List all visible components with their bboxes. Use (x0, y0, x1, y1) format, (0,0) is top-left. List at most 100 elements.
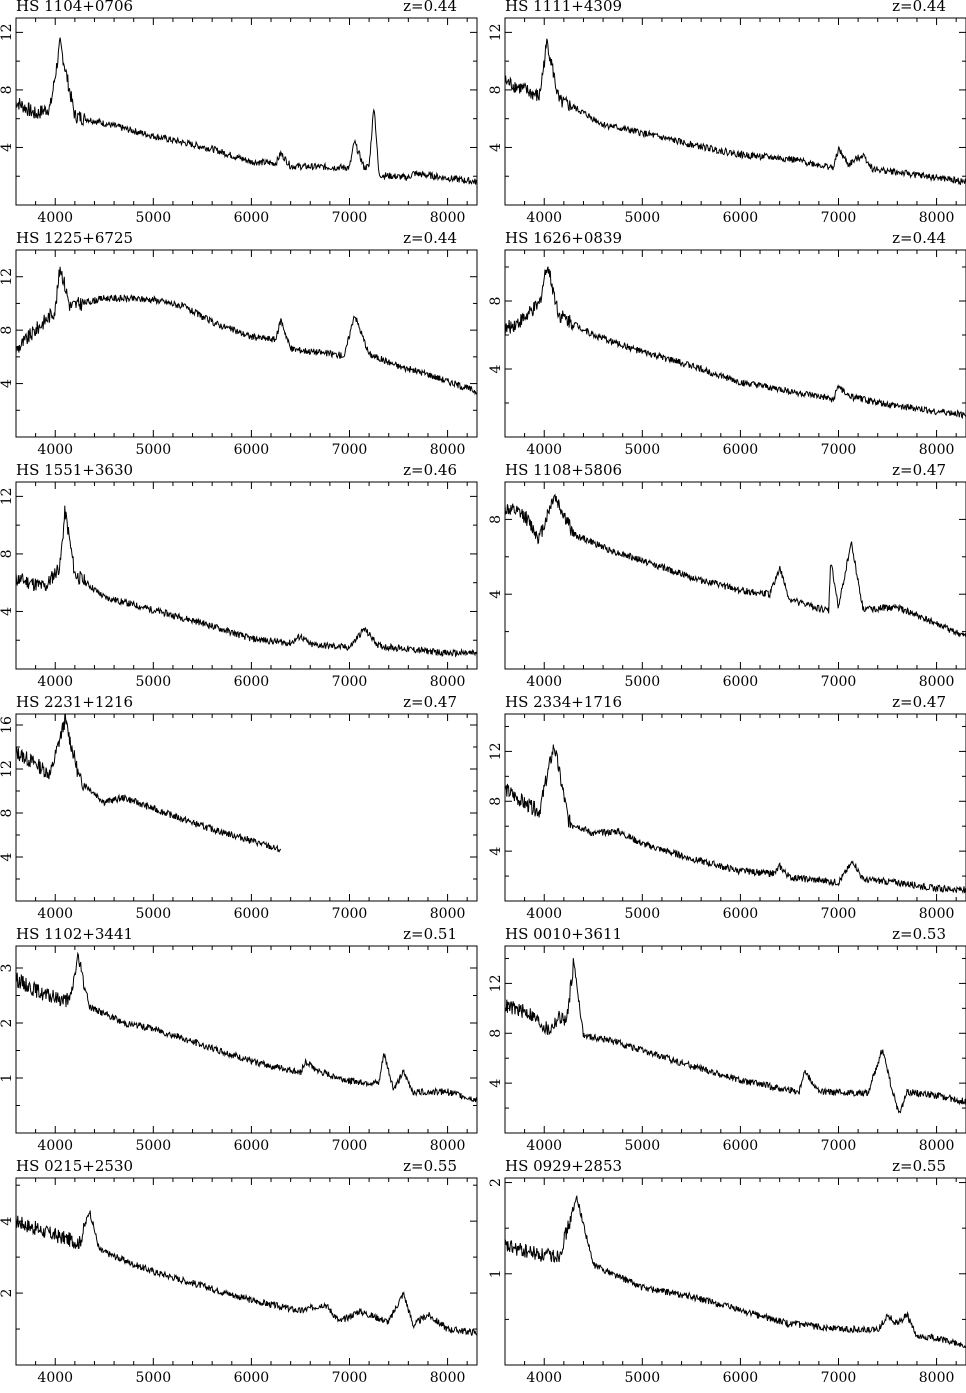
x-tick-label: 4000 (526, 1138, 562, 1154)
y-tick-label: 3 (0, 964, 15, 973)
y-tick-label: 12 (488, 23, 504, 41)
y-tick-label: 4 (488, 143, 504, 152)
y-tick-label: 8 (0, 549, 15, 558)
panel-title: HS 0929+2853 (505, 1157, 623, 1175)
spectrum-line (504, 266, 966, 420)
x-tick-label: 5000 (624, 210, 660, 226)
x-tick-label: 8000 (430, 906, 466, 922)
panel-title: HS 2231+1216 (16, 693, 134, 711)
x-tick-label: 7000 (332, 906, 368, 922)
x-tick-label: 7000 (332, 442, 368, 458)
plot-frame (15, 249, 478, 438)
redshift-label: z=0.47 (892, 461, 946, 479)
spectrum-line (504, 493, 966, 638)
y-tick-label: 8 (488, 297, 504, 306)
x-tick-label: 8000 (919, 674, 955, 690)
x-tick-label: 6000 (234, 1138, 270, 1154)
y-tick-label: 8 (488, 85, 504, 94)
y-tick-label: 4 (0, 852, 15, 861)
spectrum-plot: 4000 5000 6000 7000 8000 4 8 (488, 481, 966, 690)
spectrum-line (15, 714, 282, 853)
x-tick-label: 4000 (526, 442, 562, 458)
x-tick-label: 6000 (234, 442, 270, 458)
x-tick-label: 8000 (919, 906, 955, 922)
spectrum-panel: HS 1102+3441 z=0.51 4000 5000 6000 7000 8000 1 2… (0, 925, 491, 1161)
x-tick-label: 4000 (526, 210, 562, 226)
plot-frame (504, 1177, 966, 1366)
y-tick-label: 4 (0, 143, 15, 152)
y-tick-label: 4 (488, 1079, 504, 1088)
spectrum-panel: HS 1225+6725 z=0.44 4000 5000 6000 7000 8000 4 8… (0, 229, 491, 465)
x-tick-label: 7000 (821, 906, 857, 922)
y-tick-label: 2 (0, 1289, 15, 1298)
spectrum-panel: HS 0215+2530 z=0.55 4000 5000 6000 7000 8000 2 4 (0, 1157, 491, 1393)
x-tick-label: 6000 (234, 1370, 270, 1386)
x-tick-label: 8000 (430, 210, 466, 226)
panel-title: HS 2334+1716 (505, 693, 623, 711)
spectrum-plot: 4000 5000 6000 7000 8000 4 8 12 16 (0, 713, 478, 922)
redshift-label: z=0.55 (403, 1157, 457, 1175)
x-tick-label: 5000 (624, 1138, 660, 1154)
panel-title: HS 1626+0839 (505, 229, 623, 247)
y-tick-label: 8 (0, 809, 15, 818)
x-tick-label: 7000 (821, 1370, 857, 1386)
plot-frame (15, 1177, 478, 1366)
y-tick-label: 12 (488, 974, 504, 992)
redshift-label: z=0.44 (403, 229, 457, 247)
x-tick-label: 6000 (723, 1138, 759, 1154)
panel-title: HS 1225+6725 (16, 229, 134, 247)
y-tick-label: 2 (0, 1019, 15, 1028)
y-tick-label: 8 (0, 326, 15, 335)
x-tick-label: 5000 (135, 1370, 171, 1386)
plot-frame (504, 249, 966, 438)
y-tick-label: 12 (0, 487, 15, 505)
spectrum-line (504, 38, 966, 186)
y-tick-label: 12 (488, 742, 504, 760)
spectrum-panel: HS 1108+5806 z=0.47 4000 5000 6000 7000 8000 4 8 (488, 461, 966, 697)
spectrum-panel: HS 1626+0839 z=0.44 4000 5000 6000 7000 8000 4 8 (488, 229, 966, 465)
spectrum-line (15, 1210, 477, 1336)
x-tick-label: 7000 (821, 1138, 857, 1154)
panel-title: HS 1108+5806 (505, 461, 623, 479)
y-tick-label: 4 (0, 379, 15, 388)
plot-frame (15, 481, 478, 670)
spectrum-panel: HS 0010+3611 z=0.53 4000 5000 6000 7000 8000 4 8… (488, 926, 966, 1161)
spectrum-panel: HS 0929+2853 z=0.55 4000 5000 6000 7000 8000 1 2 (488, 1157, 966, 1393)
x-tick-label: 6000 (234, 210, 270, 226)
x-tick-label: 5000 (624, 442, 660, 458)
y-tick-label: 8 (0, 85, 15, 94)
y-tick-label: 1 (0, 1074, 15, 1083)
x-tick-label: 4000 (37, 1138, 73, 1154)
spectrum-line (15, 37, 478, 185)
x-tick-label: 8000 (430, 674, 466, 690)
x-tick-label: 4000 (526, 906, 562, 922)
x-tick-label: 6000 (723, 906, 759, 922)
spectrum-plot: 4000 5000 6000 7000 8000 4 8 12 (0, 17, 478, 226)
redshift-label: z=0.44 (403, 0, 457, 15)
y-tick-label: 8 (488, 797, 504, 806)
spectrum-line (504, 1195, 966, 1349)
spectrum-line (15, 951, 478, 1103)
y-tick-label: 4 (0, 607, 15, 616)
x-tick-label: 7000 (332, 1138, 368, 1154)
spectrum-plot: 4000 5000 6000 7000 8000 2 4 (0, 1177, 478, 1386)
spectrum-panel: HS 2334+1716 z=0.47 4000 5000 6000 7000 8000 4 8… (488, 693, 966, 929)
x-tick-label: 8000 (919, 442, 955, 458)
plot-frame (504, 945, 966, 1134)
redshift-label: z=0.51 (403, 925, 457, 943)
y-tick-label: 4 (488, 590, 504, 599)
spectrum-panel: HS 1551+3630 z=0.46 4000 5000 6000 7000 8000 4 8… (0, 462, 491, 697)
x-tick-label: 7000 (821, 674, 857, 690)
x-tick-label: 7000 (332, 210, 368, 226)
x-tick-label: 4000 (526, 1370, 562, 1386)
x-tick-label: 6000 (723, 1370, 759, 1386)
x-tick-label: 4000 (37, 1370, 73, 1386)
x-tick-label: 5000 (135, 906, 171, 922)
spectrum-panel: HS 2231+1216 z=0.47 4000 5000 6000 7000 8000 4 8… (0, 693, 491, 929)
x-tick-label: 4000 (526, 674, 562, 690)
y-tick-label: 16 (0, 716, 15, 734)
spectrum-line (504, 744, 966, 895)
spectrum-plot: 4000 5000 6000 7000 8000 4 8 12 (0, 481, 478, 690)
y-tick-label: 4 (488, 847, 504, 856)
